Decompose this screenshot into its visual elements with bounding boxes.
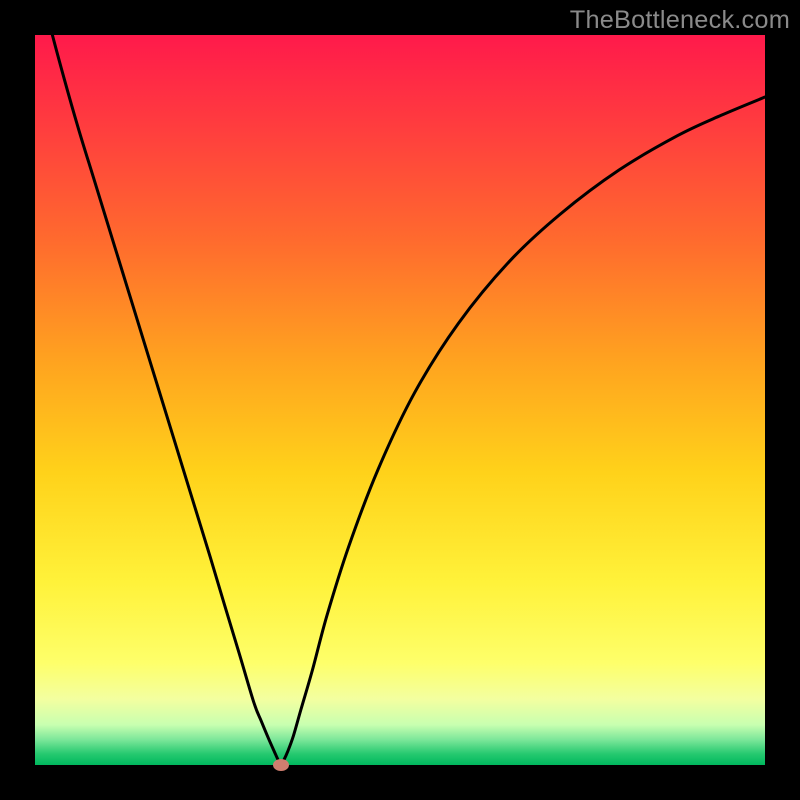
chart-frame: TheBottleneck.com	[0, 0, 800, 800]
bottleneck-curve-svg	[35, 35, 765, 765]
watermark-label: TheBottleneck.com	[570, 6, 790, 35]
plot-area	[35, 35, 765, 765]
minimum-marker	[273, 759, 289, 771]
bottleneck-curve	[35, 35, 765, 765]
